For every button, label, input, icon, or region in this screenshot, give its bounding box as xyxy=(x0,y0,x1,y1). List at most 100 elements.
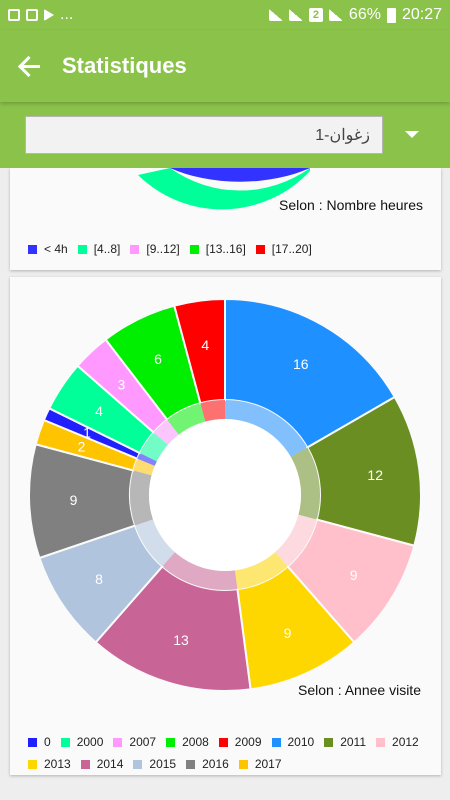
year-legend-swatch xyxy=(238,759,248,769)
year-legend-swatch xyxy=(28,737,37,747)
slice-value-label: 9 xyxy=(350,567,358,583)
slice-value-label: 1 xyxy=(83,424,91,440)
slice-value-label: 8 xyxy=(95,571,103,587)
year-legend: 0 2000 2007 2008 2009 2010 2011 2012 2013 2014 201… xyxy=(28,731,438,775)
hours-legend-swatch xyxy=(189,244,199,254)
hours-legend-swatch xyxy=(255,244,265,254)
year-legend-label: 2017 xyxy=(254,757,282,771)
year-legend-label: 2010 xyxy=(287,735,315,749)
battery-icon xyxy=(386,7,396,23)
mute-icon xyxy=(268,9,283,21)
year-legend-item: 2017 xyxy=(238,753,282,775)
battery-percent: 66% xyxy=(348,6,381,23)
year-legend-swatch xyxy=(60,737,70,747)
year-legend-swatch xyxy=(133,759,143,769)
year-legend-item: 2007 xyxy=(113,731,156,753)
hours-legend-swatch xyxy=(77,244,87,254)
year-legend-label: 2016 xyxy=(202,757,229,771)
year-legend-swatch xyxy=(218,737,228,747)
slice-inner-2016 xyxy=(130,470,154,526)
status-bar: ... 2 66% 20:27 xyxy=(0,0,450,30)
year-legend-swatch xyxy=(28,759,37,769)
hours-legend-label: [4..8] xyxy=(93,242,121,256)
year-legend-item: 2000 xyxy=(60,731,104,753)
hours-legend-label: < 4h xyxy=(44,242,68,256)
hours-legend-item: [13..16] xyxy=(189,238,246,260)
image-icon xyxy=(8,9,20,21)
year-legend-item: 2014 xyxy=(80,753,123,775)
slice-inner-2015 xyxy=(135,519,175,567)
year-legend-label: 2013 xyxy=(44,757,71,771)
selector-bar: 1-زغوان xyxy=(0,102,450,168)
slice-inner-2013 xyxy=(234,552,288,590)
year-legend-item: 0 xyxy=(28,731,51,753)
sim-icon: 2 xyxy=(308,8,323,22)
slice-inner-2011 xyxy=(290,447,320,520)
year-legend-item: 2016 xyxy=(186,753,229,775)
year-legend-item: 2012 xyxy=(376,731,419,753)
year-legend-item: 2011 xyxy=(324,731,366,753)
year-legend-swatch xyxy=(324,737,334,747)
status-left: ... xyxy=(8,6,269,24)
youtube-icon xyxy=(26,9,38,21)
page-title: Statistiques xyxy=(62,53,187,78)
hours-legend-label: [9..12] xyxy=(146,242,180,256)
app-bar: Statistiques xyxy=(0,30,450,102)
year-legend-swatch xyxy=(186,759,196,769)
hours-legend-item: < 4h xyxy=(28,238,68,260)
slice-inner-2014 xyxy=(162,552,238,590)
hours-legend-swatch xyxy=(130,244,140,254)
year-legend-label: 0 xyxy=(44,735,51,749)
status-dots: ... xyxy=(60,6,74,23)
slice-inner-2007 xyxy=(153,419,179,445)
clock: 20:27 xyxy=(401,6,442,23)
slice-value-label: 4 xyxy=(95,403,103,419)
status-right: 2 66% 20:27 xyxy=(268,6,442,24)
year-legend-item: 2015 xyxy=(133,753,176,775)
back-arrow-icon[interactable] xyxy=(16,52,44,80)
hours-chart-description: Selon : Nombre heures xyxy=(279,197,423,213)
year-legend-item: 2008 xyxy=(166,731,209,753)
slice-value-label: 9 xyxy=(70,492,78,508)
play-icon xyxy=(44,9,54,21)
hours-donut-fragment xyxy=(138,168,310,210)
hours-legend-item: [17..20] xyxy=(255,238,312,260)
signal-icon xyxy=(328,9,343,21)
year-legend-item: 2009 xyxy=(218,731,262,753)
wifi-icon xyxy=(288,9,303,21)
slice-inner-2012 xyxy=(275,514,317,567)
slice-value-label: 2 xyxy=(78,438,86,454)
year-legend-label: 2011 xyxy=(340,735,367,749)
region-select[interactable]: 1-زغوان xyxy=(25,116,383,154)
hours-chart-card: Selon : Nombre heures < 4h [4..8] [9..12] [… xyxy=(10,168,441,270)
year-legend-swatch xyxy=(113,737,123,747)
donut-hole xyxy=(149,419,301,571)
dropdown-arrow-icon[interactable] xyxy=(405,131,419,138)
hours-legend-item: [9..12] xyxy=(130,238,180,260)
year-legend-item: 2013 xyxy=(28,753,71,775)
slice-inner-2009 xyxy=(200,400,225,422)
slice-inner-0 xyxy=(137,452,157,466)
year-legend-swatch xyxy=(271,737,281,747)
year-legend-item: 2010 xyxy=(271,731,315,753)
slice-value-label: 3 xyxy=(118,376,126,392)
hours-legend-swatch xyxy=(28,244,37,254)
hours-legend-item: [4..8] xyxy=(77,238,121,260)
hours-legend-label: [17..20] xyxy=(271,242,312,256)
year-legend-label: 2000 xyxy=(76,735,104,749)
year-legend-label: 2012 xyxy=(392,735,419,749)
slice-inner-2010 xyxy=(225,400,308,457)
year-legend-label: 2015 xyxy=(149,757,177,771)
year-legend-swatch xyxy=(166,737,176,747)
year-legend-label: 2007 xyxy=(129,735,157,749)
slice-value-label: 4 xyxy=(201,337,209,353)
year-legend-label: 2009 xyxy=(234,735,262,749)
slice-inner-2000 xyxy=(139,432,168,462)
slice-value-label: 12 xyxy=(367,467,383,483)
hours-slice-fragment-green xyxy=(138,168,310,210)
slice-value-label: 16 xyxy=(293,356,309,372)
year-legend-label: 2008 xyxy=(182,735,209,749)
hours-legend-label: [13..16] xyxy=(205,242,246,256)
